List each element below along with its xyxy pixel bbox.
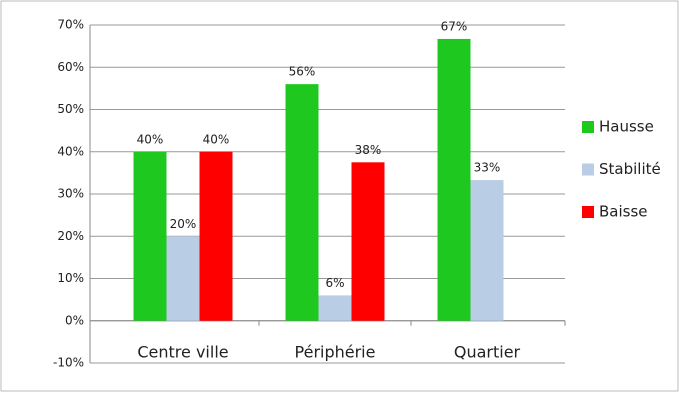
legend-swatch — [582, 163, 594, 176]
value-label: 20% — [170, 217, 197, 231]
y-tick-label: 50% — [57, 102, 84, 116]
bar — [318, 295, 352, 321]
legend-swatch — [582, 206, 594, 218]
chart-frame — [0, 0, 679, 392]
y-tick-label: 30% — [57, 187, 84, 201]
legend-label: Hausse — [599, 118, 654, 136]
value-label: 67% — [441, 19, 468, 33]
value-label: 56% — [289, 65, 316, 79]
bar — [199, 151, 233, 321]
legend-label: Baisse — [599, 203, 648, 221]
y-tick-label: 20% — [57, 229, 84, 243]
legend-swatch — [582, 121, 594, 133]
x-tick-label: Centre ville — [137, 342, 228, 361]
y-tick-label: 70% — [57, 18, 84, 32]
y-tick-label: -10% — [53, 356, 84, 370]
x-tick-label: Périphérie — [295, 342, 376, 361]
legend-label: Stabilité — [599, 160, 661, 178]
bar — [166, 236, 200, 321]
y-tick-label: 60% — [57, 60, 84, 74]
y-tick-label: 10% — [57, 271, 84, 285]
value-label: 38% — [355, 143, 382, 157]
bar — [437, 38, 471, 321]
bar — [133, 151, 167, 321]
value-label: 40% — [203, 132, 230, 146]
y-tick-label: 40% — [57, 144, 84, 158]
value-label: 6% — [325, 276, 344, 290]
value-label: 40% — [137, 132, 164, 146]
bar — [470, 180, 504, 321]
bar — [285, 84, 319, 321]
value-label: 33% — [474, 161, 501, 175]
bar — [351, 162, 385, 321]
x-tick-label: Quartier — [454, 342, 521, 361]
y-tick-label: 0% — [65, 313, 84, 327]
